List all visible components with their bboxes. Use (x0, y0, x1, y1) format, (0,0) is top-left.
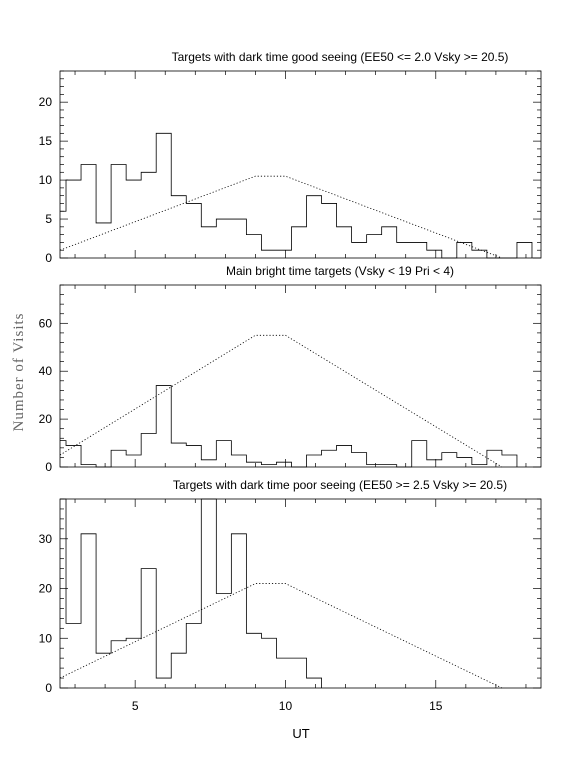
y-tick-label: 5 (45, 212, 52, 226)
y-tick-label: 60 (39, 316, 53, 330)
plot-frame (59, 284, 542, 468)
panel-title: Targets with dark time good seeing (EE50… (172, 50, 509, 64)
envelope-line (59, 583, 503, 689)
panel-2: Main bright time targets (Vsky < 19 Pri … (39, 264, 542, 474)
y-tick-label: 30 (39, 532, 53, 546)
y-tick-label: 0 (45, 251, 52, 265)
y-tick-label: 40 (39, 364, 53, 378)
x-tick-label: 15 (429, 699, 443, 713)
y-tick-label: 20 (39, 412, 53, 426)
plot-frame (59, 498, 542, 689)
histogram-series (60, 385, 518, 468)
panel-title: Main bright time targets (Vsky < 19 Pri … (226, 264, 454, 278)
y-tick-label: 10 (39, 173, 53, 187)
panel-3: Targets with dark time poor seeing (EE50… (39, 478, 542, 695)
plot-frame (59, 70, 542, 259)
y-tick-label: 20 (39, 95, 53, 109)
envelope-line (59, 334, 503, 468)
y-tick-label: 0 (45, 681, 52, 695)
envelope-line (59, 175, 503, 259)
x-axis-label: UT (292, 726, 309, 741)
histogram-series (60, 132, 533, 259)
y-axis-label: Number of Visits (11, 313, 27, 432)
y-tick-label: 20 (39, 582, 53, 596)
panel-title: Targets with dark time poor seeing (EE50… (173, 478, 507, 492)
y-tick-label: 10 (39, 631, 53, 645)
chart-panels: Targets with dark time good seeing (EE50… (39, 50, 542, 713)
panel-1: Targets with dark time good seeing (EE50… (39, 50, 542, 265)
y-tick-label: 15 (39, 134, 53, 148)
x-tick-label: 5 (132, 699, 139, 713)
x-tick-label: 10 (279, 699, 293, 713)
histogram-series (60, 498, 322, 688)
y-tick-label: 0 (45, 460, 52, 474)
